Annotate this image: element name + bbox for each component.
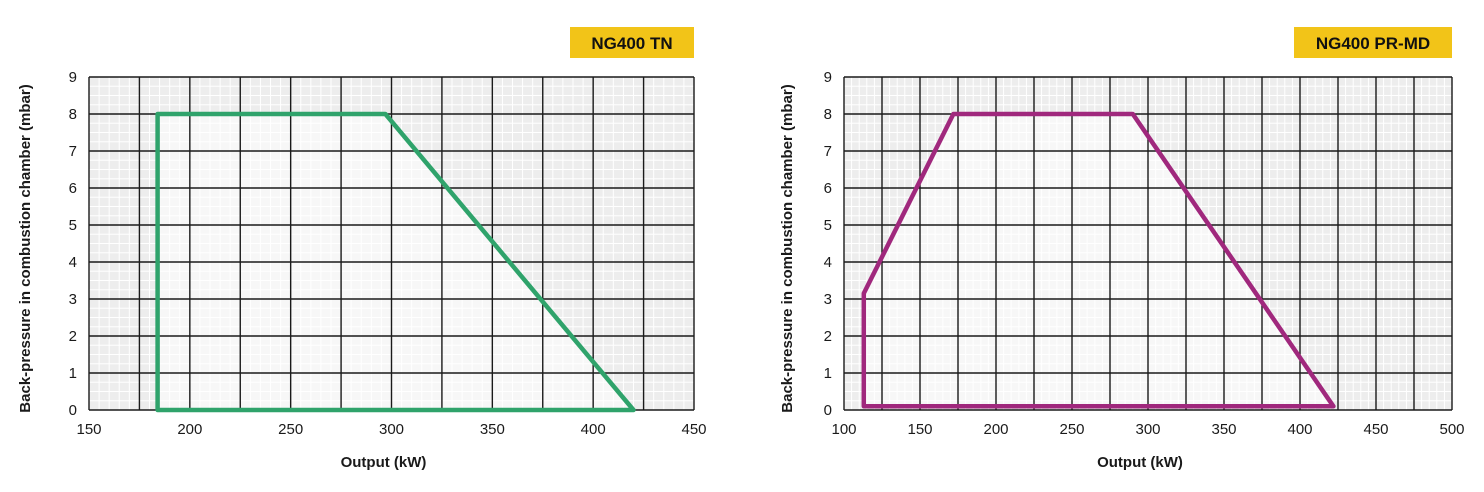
x-tick-label: 200: [177, 421, 202, 438]
x-axis-label: Output (kW): [1097, 454, 1183, 471]
x-tick-label: 300: [1135, 421, 1160, 438]
y-tick-label: 0: [69, 402, 77, 419]
x-tick-label: 350: [480, 421, 505, 438]
y-tick-label: 2: [69, 328, 77, 345]
operating-region-line: [155, 111, 636, 413]
y-tick-label: 8: [69, 106, 77, 123]
chart-title-badge: [1294, 27, 1452, 58]
x-tick-label: 300: [379, 421, 404, 438]
prmd-chart: 100 150 200 250 300 350 400 450 500 0 1 2 3 4 5 6 7 8 9 Out…: [779, 27, 1465, 471]
y-tick-label: 6: [824, 180, 832, 197]
y-tick-label: 5: [824, 217, 832, 234]
y-tick-label: 4: [824, 254, 832, 271]
y-tick-label: 3: [824, 291, 832, 308]
minor-grid: [844, 77, 1452, 410]
chart-title: NG400 TN: [591, 34, 672, 53]
operating-region-line: [861, 111, 1336, 409]
chart-title-badge: [570, 27, 694, 58]
y-tick-label: 6: [69, 180, 77, 197]
y-tick-label: 1: [69, 365, 77, 382]
y-tick-label: 8: [824, 106, 832, 123]
x-tick-label: 350: [1211, 421, 1236, 438]
y-tick-label: 0: [824, 402, 832, 419]
y-tick-label: 2: [824, 328, 832, 345]
y-tick-label: 1: [824, 365, 832, 382]
y-tick-label: 9: [69, 69, 77, 86]
x-tick-label: 150: [907, 421, 932, 438]
x-tick-label: 450: [1363, 421, 1388, 438]
x-tick-label: 500: [1439, 421, 1464, 438]
x-tick-label: 250: [278, 421, 303, 438]
x-tick-label: 150: [76, 421, 101, 438]
x-tick-label: 450: [681, 421, 706, 438]
y-tick-label: 5: [69, 217, 77, 234]
y-tick-label: 9: [824, 69, 832, 86]
x-axis-label: Output (kW): [341, 454, 427, 471]
y-tick-label: 7: [824, 143, 832, 160]
y-tick-label: 3: [69, 291, 77, 308]
y-tick-label: 4: [69, 254, 77, 271]
tn-chart: 150 200 250 300 350 400 450 0 1 2 3 4 5 6 7 8 9 Output (k…: [17, 27, 707, 471]
y-axis-label: Back-pressure in combustion chamber (mba…: [17, 84, 34, 412]
chart-title: NG400 PR-MD: [1316, 34, 1430, 53]
major-grid: [843, 76, 1453, 411]
x-tick-label: 250: [1059, 421, 1084, 438]
x-tick-label: 200: [983, 421, 1008, 438]
x-tick-label: 100: [831, 421, 856, 438]
y-axis-label: Back-pressure in combustion chamber (mba…: [779, 84, 796, 412]
y-tick-label: 7: [69, 143, 77, 160]
x-tick-label: 400: [1287, 421, 1312, 438]
x-tick-label: 400: [581, 421, 606, 438]
